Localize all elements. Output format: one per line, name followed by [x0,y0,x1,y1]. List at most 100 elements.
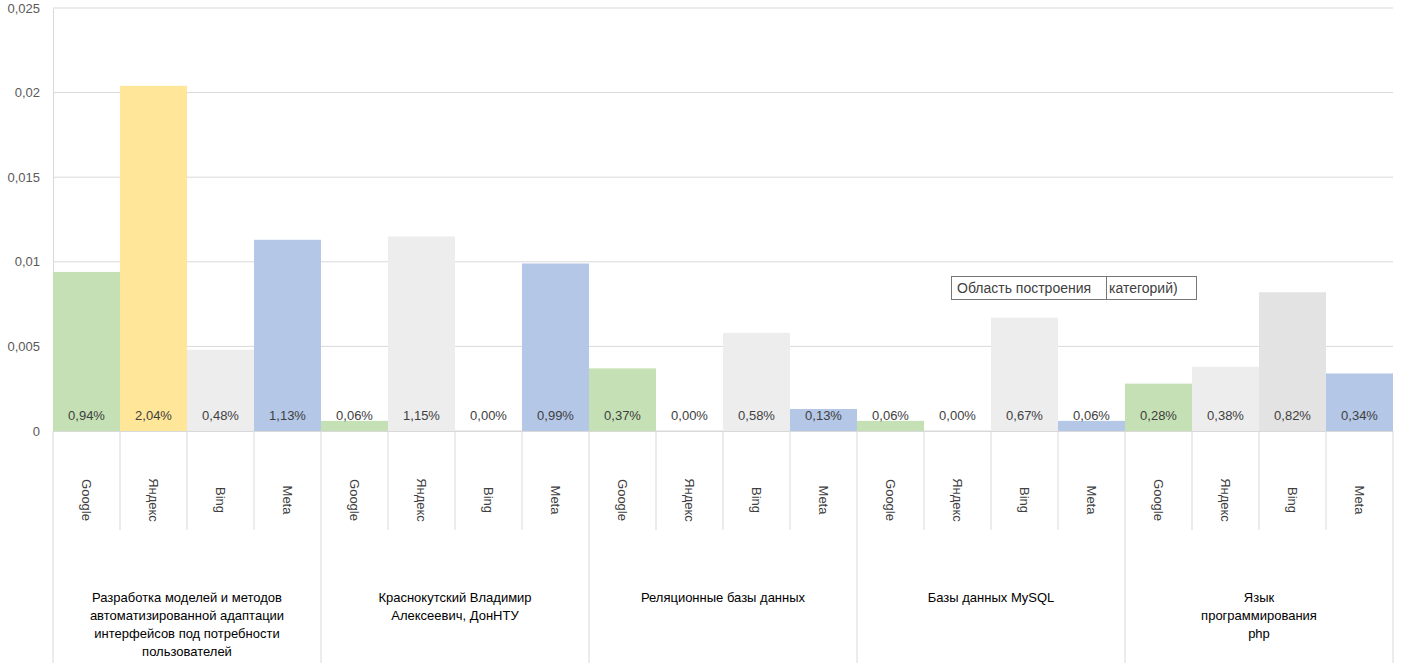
x-tick: Яндекс [414,431,429,522]
separator [656,431,657,530]
annotation-text: Область построения [957,280,1091,296]
x-tick-label: Meta [548,486,563,516]
x-tick: Bing [1285,431,1300,513]
x-tick: Meta [816,431,831,515]
separator [790,431,791,530]
x-tick-label: Яндекс [1218,478,1233,522]
group-label: интерфейсов под потребности [94,626,279,641]
y-tick-label: 0,005 [7,339,40,354]
data-label: 0,48% [202,408,239,423]
group-label: Реляционные базы данных [641,590,806,605]
grid [53,8,1393,431]
data-label: 1,15% [403,408,440,423]
y-tick: 0,02 [15,85,53,100]
x-tick-label: Meta [280,486,295,516]
x-tick-label: Google [347,479,362,521]
data-label: 0,67% [1006,408,1043,423]
data-label: 0,82% [1274,408,1311,423]
x-tick: Meta [1084,431,1099,515]
separator [321,431,322,663]
separator [1125,431,1126,663]
separator [187,431,188,530]
bar [53,272,120,431]
group-label: php [1248,626,1270,641]
separator [589,431,590,663]
annotation-text: категорий) [1109,280,1178,296]
group-label: автоматизированной адаптации [90,608,284,623]
separator [120,431,121,530]
chart: 0 0,005 0,01 0,015 0,02 0,025 0,94% 2,04% 0,48% 1… [0,0,1401,663]
data-label: 0,00% [671,408,708,423]
bar [1326,373,1393,431]
group-label: Разработка моделей и методов [92,590,282,605]
grid-line [53,177,1393,178]
separator [53,431,54,663]
x-tick: Google [347,431,362,521]
group-label: пользователей [142,644,232,659]
bar [1192,367,1259,431]
bar [1259,292,1326,431]
x-tick-label: Meta [816,486,831,516]
data-label: 0,06% [1073,408,1110,423]
x-tick: Google [615,431,630,521]
bar [589,368,656,431]
data-label: 0,06% [336,408,373,423]
x-tick: Meta [1352,431,1367,515]
grid-line [53,8,1393,9]
separator [1326,431,1327,530]
annotation: Область построения категорий) [952,277,1197,300]
x-tick-label: Google [1151,479,1166,521]
separator [254,431,255,530]
group-label: Алексеевич, ДонНТУ [391,608,519,623]
data-label: 0,37% [604,408,641,423]
bar [522,263,589,431]
separator [723,431,724,530]
separator [924,431,925,530]
group-label: Краснокутский Владимир [378,590,531,605]
x-tick: Meta [280,431,295,515]
x-tick: Яндекс [682,431,697,522]
bar [388,236,455,431]
separator [991,431,992,530]
separator [388,431,389,530]
bar [1125,384,1192,431]
x-tick: Bing [481,431,496,513]
x-tick-label: Яндекс [146,478,161,522]
category-separators [53,431,1393,663]
bar [656,431,723,432]
data-label: 0,06% [872,408,909,423]
separator [1192,431,1193,530]
x-tick: Яндекс [1218,431,1233,522]
bar [723,333,790,431]
y-tick-label: 0,01 [15,254,40,269]
bar [120,86,187,431]
x-tick-label: Meta [1084,486,1099,516]
grid-line [53,92,1393,93]
x-tick: Google [883,431,898,521]
separator [522,431,523,530]
x-tick: Яндекс [950,431,965,522]
data-label: 0,94% [68,408,105,423]
data-label: 2,04% [135,408,172,423]
bar [924,431,991,432]
data-label: 1,13% [269,408,306,423]
x-tick-label: Bing [481,487,496,513]
y-tick: 0 [33,424,53,439]
separator [455,431,456,530]
x-tick: Bing [749,431,764,513]
data-label: 0,34% [1341,408,1378,423]
data-labels: 0,94%2,04%0,48%1,13%0,06%1,15%0,00%0,99%… [68,408,1378,423]
x-tick: Bing [1017,431,1032,513]
y-axis: 0 0,005 0,01 0,015 0,02 0,025 [7,1,53,439]
y-tick: 0,015 [7,170,53,185]
y-tick: 0,01 [15,254,53,269]
y-tick-label: 0,025 [7,1,40,16]
separator [1058,431,1059,530]
data-label: 0,38% [1207,408,1244,423]
x-tick-label: Bing [213,487,228,513]
separator [857,431,858,663]
bar [187,350,254,431]
x-tick-label: Яндекс [682,478,697,522]
y-tick: 0,005 [7,339,53,354]
data-label: 0,00% [470,408,507,423]
